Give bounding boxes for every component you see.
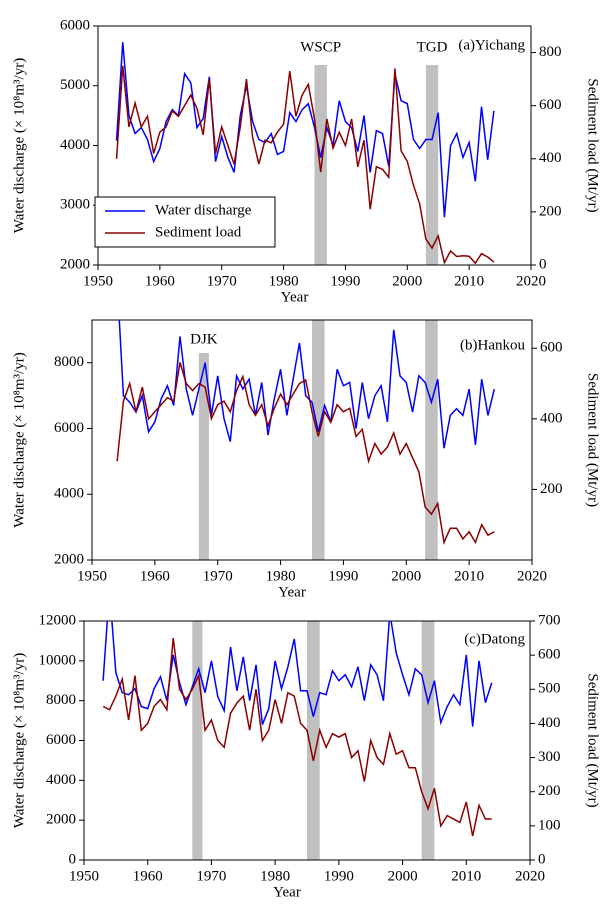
x-tick-label: 1960 xyxy=(140,568,170,584)
x-axis-label: Year xyxy=(273,884,301,900)
y-axis-label: Water discharge (× 10⁸m³/yr) xyxy=(11,352,27,527)
y2-tick-label: 200 xyxy=(540,481,563,497)
y2-tick-label: 600 xyxy=(538,647,561,663)
y-tick-label: 0 xyxy=(69,851,77,867)
x-tick-label: 1990 xyxy=(328,568,358,584)
x-tick-label: 1990 xyxy=(330,273,360,289)
y2-tick-label: 0 xyxy=(539,256,547,272)
y2-tick-label: 400 xyxy=(539,150,562,166)
x-tick-label: 1990 xyxy=(324,868,354,884)
y-axis-label: Water discharge (× 10⁸m³/yr) xyxy=(11,653,27,828)
y-tick-label: 2000 xyxy=(54,551,84,567)
y2-axis-label: Sediment load (Mt/yr) xyxy=(585,373,601,507)
period-band xyxy=(421,621,435,860)
x-tick-label: 1980 xyxy=(266,568,296,584)
x-tick-label: 1970 xyxy=(196,868,226,884)
legend-label: Water discharge xyxy=(155,202,252,218)
y2-tick-label: 200 xyxy=(539,203,562,219)
y-tick-label: 2000 xyxy=(46,812,76,828)
legend-box xyxy=(94,196,276,248)
period-band xyxy=(425,320,438,560)
period-band xyxy=(192,621,203,860)
x-tick-label: 2010 xyxy=(454,568,484,584)
x-tick-label: 2020 xyxy=(517,568,547,584)
y2-tick-label: 0 xyxy=(538,851,546,867)
y-tick-label: 8000 xyxy=(46,692,76,708)
panel-title: (b)Hankou xyxy=(460,337,525,353)
period-label: TGD xyxy=(417,39,448,55)
y-tick-label: 12000 xyxy=(39,612,77,628)
y-tick-label: 3000 xyxy=(60,197,90,213)
x-tick-label: 2020 xyxy=(515,868,545,884)
y-axis-label: Water discharge (× 10⁸m³/yr) xyxy=(11,58,27,233)
x-tick-label: 1960 xyxy=(145,273,175,289)
y-tick-label: 4000 xyxy=(46,772,76,788)
y-tick-label: 8000 xyxy=(54,354,84,370)
x-axis-label: Year xyxy=(281,289,309,305)
y2-tick-label: 400 xyxy=(538,715,561,731)
panel-title: (c)Datong xyxy=(464,631,525,647)
y2-tick-label: 600 xyxy=(540,340,563,356)
data-line xyxy=(118,320,496,449)
data-line xyxy=(116,362,495,545)
period-band xyxy=(312,320,325,560)
x-tick-label: 1970 xyxy=(207,273,237,289)
y-tick-label: 4000 xyxy=(60,137,90,153)
x-tick-label: 1980 xyxy=(269,273,299,289)
y2-tick-label: 500 xyxy=(538,681,561,697)
x-tick-label: 1960 xyxy=(133,868,163,884)
x-tick-label: 2020 xyxy=(516,273,546,289)
x-tick-label: 1980 xyxy=(260,868,290,884)
data-line xyxy=(115,42,495,218)
y-tick-label: 10000 xyxy=(39,652,77,668)
x-tick-label: 1950 xyxy=(77,568,107,584)
x-tick-label: 2000 xyxy=(388,868,418,884)
x-tick-label: 1950 xyxy=(83,273,113,289)
y-tick-label: 5000 xyxy=(60,77,90,93)
y2-tick-label: 800 xyxy=(539,44,562,60)
legend-label: Sediment load xyxy=(155,224,242,240)
y2-axis-label: Sediment load (Mt/yr) xyxy=(585,78,601,212)
data-line xyxy=(115,65,495,265)
x-axis-label: Year xyxy=(278,584,306,600)
y-tick-label: 6000 xyxy=(60,17,90,33)
x-tick-label: 1950 xyxy=(69,868,99,884)
y2-axis-label: Sediment load (Mt/yr) xyxy=(585,673,601,807)
y2-tick-label: 600 xyxy=(539,97,562,113)
period-band xyxy=(307,621,320,860)
plot-frame xyxy=(91,319,533,561)
period-label: WSCP xyxy=(300,39,341,55)
x-tick-label: 2010 xyxy=(454,273,484,289)
y-tick-label: 6000 xyxy=(46,732,76,748)
y2-tick-label: 400 xyxy=(540,410,563,426)
data-line xyxy=(102,637,492,837)
x-tick-label: 1970 xyxy=(203,568,233,584)
x-tick-label: 2010 xyxy=(451,868,481,884)
period-band xyxy=(425,65,439,265)
period-band xyxy=(198,353,209,560)
y-tick-label: 4000 xyxy=(54,486,84,502)
panel-title: (a)Yichang xyxy=(458,37,525,53)
y-tick-label: 2000 xyxy=(60,256,90,272)
period-band xyxy=(314,65,327,265)
y2-tick-label: 700 xyxy=(538,612,561,628)
y2-tick-label: 300 xyxy=(538,749,561,765)
x-tick-label: 2000 xyxy=(392,273,422,289)
y2-tick-label: 100 xyxy=(538,817,561,833)
y2-tick-label: 200 xyxy=(538,783,561,799)
period-label: DJK xyxy=(190,331,218,347)
y-tick-label: 6000 xyxy=(54,420,84,436)
x-tick-label: 2000 xyxy=(391,568,421,584)
